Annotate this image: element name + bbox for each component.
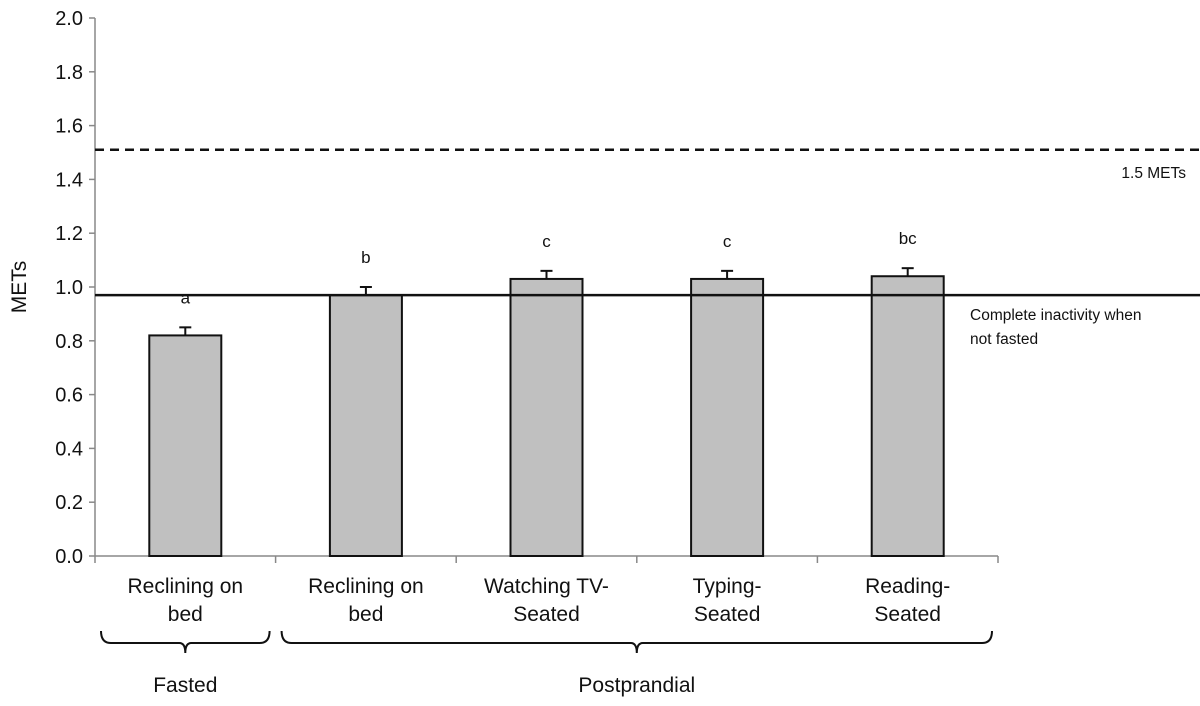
category-label: bed (168, 603, 203, 626)
reference-line-label: 1.5 METs (1121, 165, 1186, 182)
group-brace (100, 630, 271, 654)
category-label: Watching TV- (484, 575, 609, 598)
category-label: Seated (874, 603, 941, 626)
significance-label: bc (899, 229, 917, 248)
reference-line-label: Complete inactivity when (970, 307, 1141, 324)
significance-label: c (723, 232, 732, 251)
group-brace (280, 630, 993, 654)
y-tick-label: 0.0 (55, 546, 83, 568)
significance-label: c (542, 232, 551, 251)
category-label: Seated (694, 603, 761, 626)
y-tick-label: 2.0 (55, 8, 83, 30)
y-tick-label: 0.2 (55, 492, 83, 514)
y-tick-label: 1.0 (55, 277, 83, 299)
category-label: Seated (513, 603, 580, 626)
category-label: bed (348, 603, 383, 626)
bar (509, 277, 584, 557)
significance-label: a (181, 288, 191, 307)
category-label: Reading- (865, 575, 950, 598)
group-label: Fasted (153, 674, 217, 697)
y-tick-label: 1.2 (55, 223, 83, 245)
category-label: Reclining on (128, 575, 244, 598)
y-axis-title: METs (8, 261, 31, 314)
y-tick-label: 1.6 (55, 116, 83, 138)
reference-line-label: not fasted (970, 331, 1038, 348)
y-tick-label: 0.4 (55, 438, 83, 460)
category-label: Reclining on (308, 575, 424, 598)
bar (148, 334, 223, 558)
y-tick-label: 1.8 (55, 62, 83, 84)
bar (870, 275, 945, 557)
category-label: Typing- (693, 575, 762, 598)
significance-label: b (361, 248, 370, 267)
bar (690, 277, 765, 557)
y-tick-label: 0.6 (55, 385, 83, 407)
y-tick-label: 1.4 (55, 169, 83, 191)
bar (328, 294, 403, 557)
group-label: Postprandial (578, 674, 695, 697)
y-tick-label: 0.8 (55, 331, 83, 353)
